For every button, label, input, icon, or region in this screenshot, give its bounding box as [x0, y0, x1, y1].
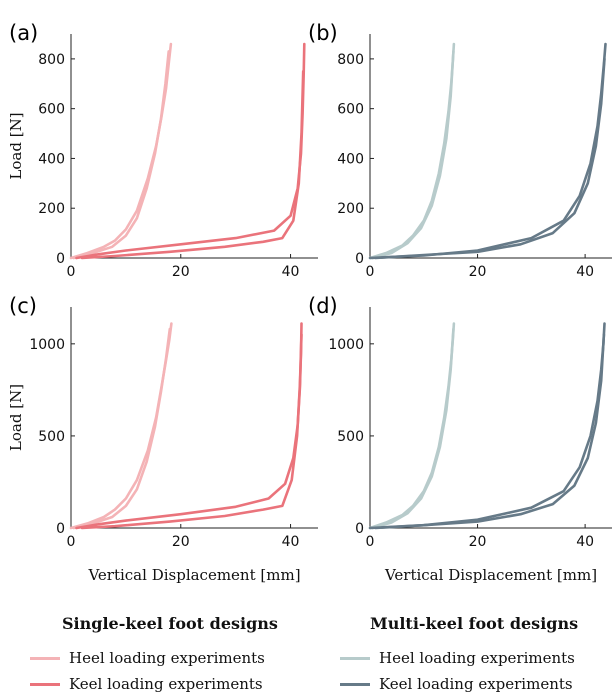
series-line-multi-keel-3: [374, 333, 606, 530]
y-tick-label: 0: [56, 521, 65, 537]
y-tick-label: 0: [355, 251, 364, 267]
legend-single-heel-entry: Heel loading experiments: [30, 645, 278, 671]
panel-label-d: (d): [308, 294, 338, 318]
y-tick-label: 0: [56, 251, 65, 267]
legend-multi-heel-label: Heel loading experiments: [379, 649, 575, 667]
x-tick-label: 0: [67, 264, 76, 280]
series-line-multi-heel-1: [371, 50, 455, 260]
series-line-single-keel-3: [80, 70, 305, 260]
x-tick-label: 40: [282, 264, 300, 280]
y-tick-label: 400: [337, 151, 364, 167]
legend-multi-keel: Multi-keel foot designs Heel loading exp…: [340, 614, 578, 697]
legend-multi-title: Multi-keel foot designs: [370, 614, 579, 633]
series-line-single-keel-3: [80, 333, 303, 530]
legend-multi-keel-label: Keel loading experiments: [379, 675, 573, 693]
y-tick-label: 800: [337, 52, 364, 68]
legend-single-keel-entry: Keel loading experiments: [30, 671, 278, 697]
panel-d: (d) 0 20 40 0 500 1000 Vertical Displacement [m…: [308, 294, 612, 584]
legend-multi-keel-entry: Keel loading experiments: [340, 671, 578, 697]
x-tick-label: 20: [469, 534, 487, 550]
legend-single-heel-label: Heel loading experiments: [69, 649, 265, 667]
panel-c: (c) 0 20 40 0 500 1000 Load [N] Vertical Displac…: [7, 294, 318, 584]
series-line-multi-keel-2: [368, 322, 606, 530]
series-line-single-heel-1: [72, 50, 170, 260]
legend-single-keel-label: Keel loading experiments: [69, 675, 263, 693]
x-tick-label: 0: [67, 534, 76, 550]
y-tick-label: 800: [38, 52, 65, 68]
x-tick-label: 0: [366, 264, 375, 280]
legend-single-heel-swatch: [30, 656, 60, 660]
y-tick-label: 500: [337, 429, 364, 445]
y-tick-label: 600: [337, 102, 364, 118]
panel-label-a: (a): [9, 21, 38, 45]
legend-single-title: Single-keel foot designs: [62, 614, 278, 633]
x-tick-label: 20: [172, 264, 190, 280]
legend-multi-heel-entry: Heel loading experiments: [340, 645, 578, 671]
legend-multi-keel-swatch: [340, 682, 370, 686]
y-tick-label: 0: [355, 521, 364, 537]
series-line-multi-keel-2: [368, 42, 607, 260]
series-line-single-keel-2: [75, 322, 303, 530]
y-tick-label: 500: [38, 429, 65, 445]
series-line-multi-keel-3: [374, 57, 606, 260]
panel-label-b: (b): [308, 21, 338, 45]
legend-single-keel: Single-keel foot designs Heel loading ex…: [30, 614, 278, 697]
x-tick-label: 40: [282, 534, 300, 550]
y-tick-label: 1000: [29, 337, 65, 353]
y-tick-label: 200: [337, 201, 364, 217]
series-line-single-keel-2: [75, 42, 306, 260]
y-tick-label: 200: [38, 201, 65, 217]
x-tick-label: 40: [576, 264, 594, 280]
x-tick-label: 0: [366, 534, 375, 550]
x-tick-label: 40: [576, 534, 594, 550]
y-tick-label: 600: [38, 102, 65, 118]
series-line-multi-heel-0: [368, 322, 456, 530]
legend-single-keel-swatch: [30, 682, 60, 686]
y-axis-title: Load [N]: [7, 384, 25, 451]
y-axis-title: Load [N]: [7, 112, 25, 179]
y-tick-label: 400: [38, 151, 65, 167]
y-tick-label: 1000: [328, 337, 364, 353]
series-line-single-heel-1: [72, 327, 172, 530]
x-axis-title: Vertical Displacement [mm]: [384, 566, 597, 584]
x-tick-label: 20: [172, 534, 190, 550]
series-line-multi-heel-0: [368, 42, 456, 260]
x-axis-title: Vertical Displacement [mm]: [87, 566, 300, 584]
legend-multi-heel-swatch: [340, 656, 370, 660]
series-line-multi-heel-1: [371, 327, 455, 530]
x-tick-label: 20: [469, 264, 487, 280]
panel-label-c: (c): [9, 294, 37, 318]
